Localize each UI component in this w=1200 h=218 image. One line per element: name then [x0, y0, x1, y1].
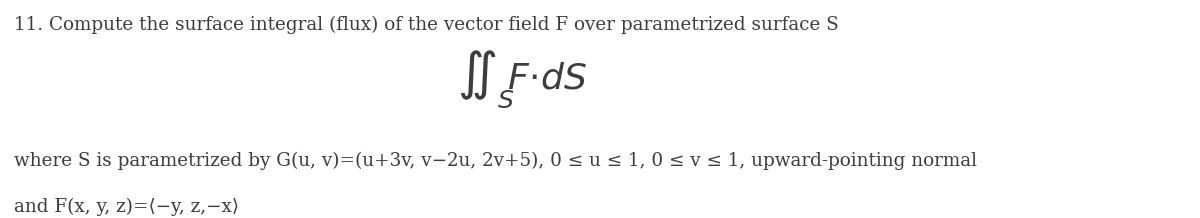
Text: and F(x, y, z)=⟨−y, z,−x⟩: and F(x, y, z)=⟨−y, z,−x⟩ — [14, 197, 240, 216]
Text: where S is parametrized by G(u, v)=(u+3v, v−2u, 2v+5), 0 ≤ u ≤ 1, 0 ≤ v ≤ 1, upw: where S is parametrized by G(u, v)=(u+3v… — [14, 152, 977, 170]
Text: 11. Compute the surface integral (flux) of the vector field F over parametrized : 11. Compute the surface integral (flux) … — [14, 15, 839, 34]
Text: $\iint_S \! F {\cdot} dS$: $\iint_S \! F {\cdot} dS$ — [457, 49, 587, 110]
